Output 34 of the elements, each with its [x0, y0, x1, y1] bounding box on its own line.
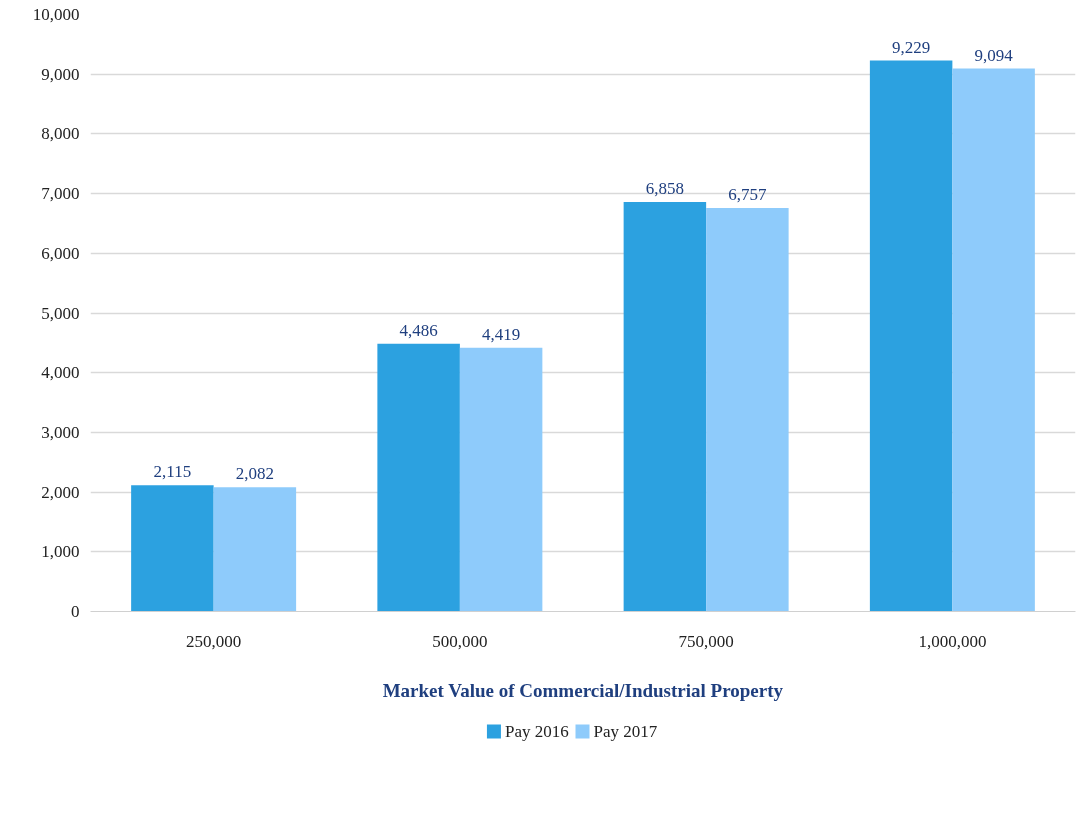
y-tick-label: 6,000 — [41, 243, 80, 263]
x-tick-label: 750,000 — [678, 631, 734, 651]
y-tick-label: 0 — [71, 602, 80, 621]
y-tick-label: 8,000 — [41, 124, 80, 144]
bar — [869, 60, 953, 612]
y-tick-label: 1,000 — [41, 542, 80, 562]
y-tick-label: 7,000 — [41, 184, 80, 204]
bar — [459, 347, 543, 612]
data-label: 2,082 — [235, 464, 274, 484]
x-tick-label: 1,000,000 — [918, 631, 987, 651]
data-label: 6,757 — [728, 185, 767, 205]
data-label: 2,115 — [153, 462, 192, 482]
y-tick-label: 4,000 — [41, 363, 80, 383]
bar — [623, 202, 707, 612]
data-label: 4,486 — [399, 320, 438, 340]
bar — [377, 343, 460, 612]
bar — [213, 487, 297, 612]
x-axis-title: Market Value of Commercial/Industrial Property — [382, 679, 784, 701]
bar — [952, 68, 1035, 612]
legend-label: Pay 2016 — [504, 722, 569, 741]
bar — [706, 208, 789, 612]
y-tick-label: 9,000 — [41, 64, 80, 84]
y-tick-label: 5,000 — [41, 303, 80, 323]
y-tick-label: 2,000 — [41, 482, 80, 502]
data-label: 4,419 — [482, 324, 521, 344]
y-tick-label: 3,000 — [41, 422, 80, 442]
legend-label: Pay 2017 — [593, 722, 658, 741]
x-tick-label: 500,000 — [432, 631, 488, 651]
x-tick-label: 250,000 — [186, 631, 242, 651]
data-label: 6,858 — [645, 179, 684, 199]
bar — [131, 485, 214, 612]
data-label: 9,094 — [974, 45, 1014, 65]
y-tick-label: 10,000 — [32, 5, 80, 24]
data-label: 9,229 — [892, 37, 931, 57]
